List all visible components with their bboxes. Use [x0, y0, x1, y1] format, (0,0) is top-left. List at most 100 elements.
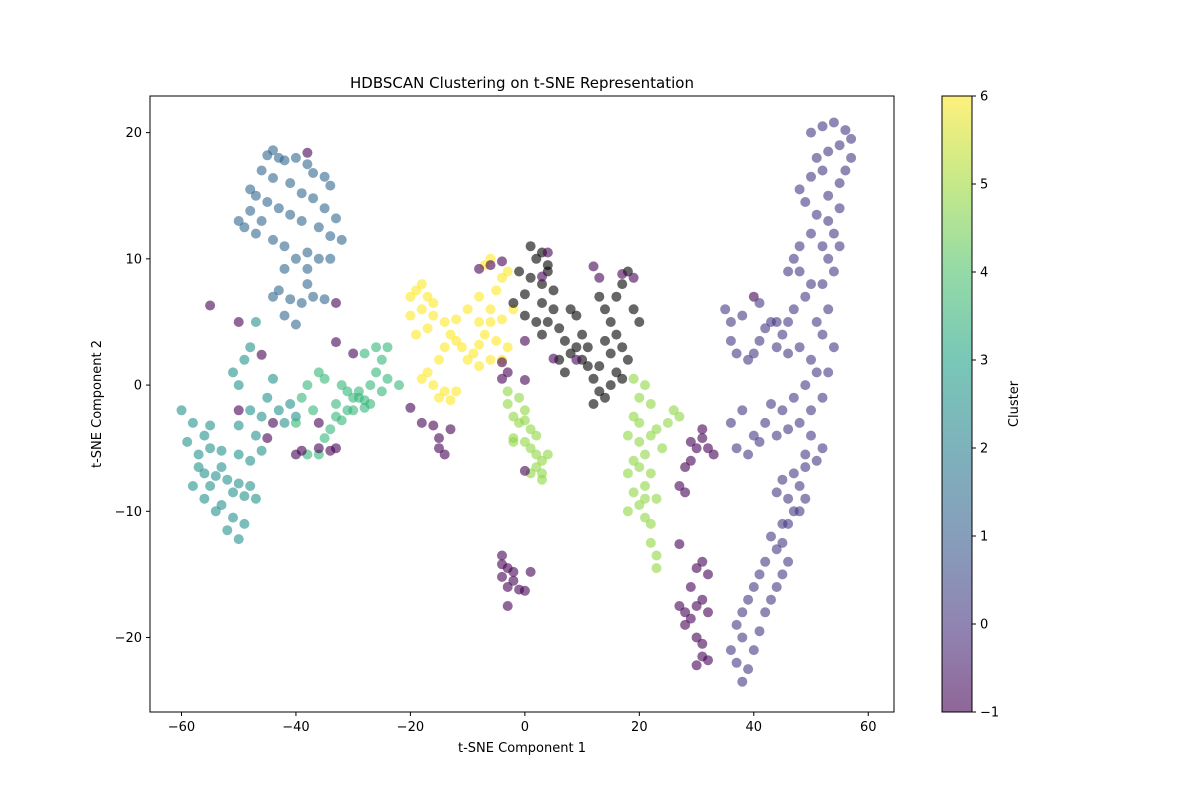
chart-title: HDBSCAN Clustering on t-SNE Representati… — [350, 74, 694, 92]
data-point-cluster-0 — [748, 645, 759, 656]
data-point-cluster-2 — [233, 380, 244, 391]
data-point-cluster-0 — [743, 664, 754, 675]
data-point-cluster-6 — [548, 304, 559, 315]
data-point-cluster-1 — [245, 205, 256, 216]
data-point-cluster-4 — [628, 411, 639, 422]
data-point-cluster-4 — [628, 487, 639, 498]
data-point-cluster-0 — [800, 493, 811, 504]
data-point-cluster-4 — [640, 449, 650, 460]
data-point-cluster-6 — [582, 361, 593, 372]
data-point-cluster-0 — [777, 569, 788, 580]
x-tick-label: −20 — [397, 720, 424, 735]
data-point-cluster-2 — [216, 462, 227, 473]
data-point-cluster-0 — [834, 241, 845, 252]
y-tick-label: 0 — [134, 379, 142, 394]
data-point-cluster-0 — [760, 607, 771, 618]
data-point-cluster-1 — [302, 247, 313, 258]
data-point-cluster-0 — [754, 335, 765, 346]
data-point-cluster-6 — [537, 329, 547, 340]
data-point-cluster-2 — [228, 487, 238, 498]
data-point-cluster-0 — [743, 594, 754, 605]
data-point-cluster--1 — [497, 559, 507, 570]
data-point-cluster-0 — [754, 436, 765, 447]
data-point-cluster--1 — [262, 433, 273, 444]
data-point-cluster-5 — [445, 395, 456, 406]
data-point-cluster-5 — [485, 317, 496, 327]
data-point-cluster-4 — [514, 392, 525, 403]
data-point-cluster--1 — [697, 638, 708, 649]
data-point-cluster-2 — [256, 445, 267, 456]
data-point-cluster-4 — [640, 481, 650, 491]
colorbar-tick-label: 2 — [980, 442, 988, 457]
data-point-cluster-3 — [394, 380, 404, 391]
data-point-cluster-0 — [834, 203, 845, 214]
data-point-cluster-0 — [806, 228, 816, 239]
data-point-cluster-0 — [828, 342, 839, 353]
data-point-cluster--1 — [617, 269, 628, 279]
data-point-cluster-4 — [674, 411, 685, 422]
data-point-cluster-0 — [743, 449, 754, 460]
data-point-cluster-0 — [788, 253, 799, 264]
data-point-cluster-1 — [308, 291, 319, 302]
x-axis-ticks: −60 −40 −20 0 20 40 60 — [168, 712, 877, 735]
data-point-cluster--1 — [313, 417, 324, 428]
data-point-cluster--1 — [680, 607, 691, 618]
data-point-cluster-6 — [594, 291, 605, 302]
data-point-cluster-0 — [771, 430, 782, 441]
x-tick-label: 60 — [860, 720, 877, 735]
data-point-cluster-5 — [411, 329, 422, 340]
data-point-cluster-0 — [800, 197, 811, 207]
data-point-cluster-2 — [239, 354, 250, 365]
data-point-cluster-0 — [766, 594, 776, 605]
data-point-cluster-4 — [657, 443, 668, 454]
data-point-cluster-0 — [840, 165, 851, 176]
data-point-cluster-1 — [331, 213, 341, 224]
data-point-cluster-1 — [250, 228, 261, 239]
data-point-cluster-1 — [290, 319, 301, 330]
data-point-cluster-5 — [474, 291, 485, 302]
data-point-cluster-5 — [497, 314, 507, 325]
data-point-cluster-1 — [313, 222, 324, 233]
data-point-cluster-3 — [376, 354, 387, 365]
data-point-cluster-2 — [205, 481, 216, 491]
data-point-cluster-6 — [605, 317, 616, 327]
colorbar-tick-label: 6 — [980, 90, 988, 105]
data-point-cluster-6 — [622, 354, 633, 365]
data-point-cluster--1 — [685, 455, 696, 466]
data-point-cluster-2 — [205, 443, 216, 454]
data-point-cluster-2 — [216, 445, 227, 456]
data-point-cluster-4 — [628, 373, 639, 384]
data-point-cluster-0 — [720, 304, 731, 315]
data-point-cluster-6 — [634, 317, 645, 327]
data-point-cluster-1 — [285, 209, 296, 220]
y-tick-label: −20 — [115, 631, 142, 646]
data-point-cluster-0 — [760, 556, 771, 567]
data-point-cluster-4 — [502, 386, 513, 397]
colorbar-tick-label: 5 — [980, 178, 988, 193]
data-point-cluster--1 — [519, 465, 530, 476]
data-point-cluster-0 — [783, 317, 794, 327]
data-point-cluster--1 — [691, 601, 702, 611]
data-point-cluster-0 — [828, 117, 839, 128]
data-point-cluster-1 — [313, 253, 324, 264]
data-point-cluster-0 — [800, 380, 811, 391]
data-point-cluster-6 — [617, 373, 628, 384]
data-point-cluster-0 — [788, 392, 799, 403]
data-point-cluster-4 — [628, 455, 639, 466]
data-point-cluster-1 — [319, 171, 330, 182]
data-point-cluster-0 — [817, 241, 828, 252]
data-point-cluster-1 — [285, 178, 296, 189]
data-point-cluster-5 — [439, 317, 450, 327]
data-point-cluster-4 — [651, 493, 662, 504]
data-point-cluster-0 — [754, 298, 765, 308]
data-point-cluster-4 — [645, 537, 656, 548]
data-point-cluster-5 — [491, 285, 502, 296]
data-point-cluster-6 — [628, 304, 639, 315]
data-point-cluster--1 — [502, 601, 513, 611]
data-point-cluster-0 — [823, 216, 834, 226]
data-point-cluster-0 — [731, 657, 742, 668]
x-tick-label: −60 — [168, 720, 195, 735]
data-point-cluster--1 — [497, 373, 507, 384]
data-point-cluster-6 — [582, 342, 593, 353]
data-point-cluster-1 — [279, 263, 290, 274]
